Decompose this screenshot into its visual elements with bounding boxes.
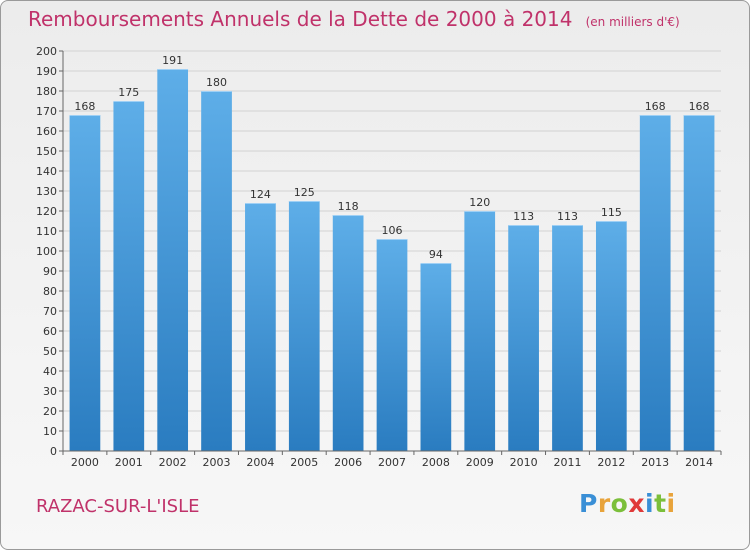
logo-letter: t: [654, 489, 667, 518]
y-tick-label: 70: [43, 305, 57, 318]
data-label-2001: 175: [118, 86, 139, 99]
data-label-2007: 106: [382, 224, 403, 237]
x-tick-label-2008: 2008: [422, 456, 450, 469]
y-tick-label: 60: [43, 325, 57, 338]
data-label-2014: 168: [689, 100, 710, 113]
axes: 0 10 20 30 40 50 60 70 80 90 100 110 120 130 140 150 160…: [36, 45, 722, 469]
bar-2009: [464, 211, 496, 451]
commune-name: RAZAC-SUR-L'ISLE: [36, 496, 200, 517]
y-tick-label: 120: [36, 205, 57, 218]
y-tick-label: 170: [36, 105, 57, 118]
data-labels: 168 175 191 180 124 125 118 106 94 120 113 113 115 16…: [74, 54, 709, 261]
y-tick-label: 80: [43, 285, 57, 298]
x-tick-label-2007: 2007: [378, 456, 406, 469]
data-label-2003: 180: [206, 76, 227, 89]
data-label-2005: 125: [294, 186, 315, 199]
y-tick-label: 0: [50, 445, 57, 458]
y-tick-label: 180: [36, 85, 57, 98]
y-tick-label: 110: [36, 225, 57, 238]
x-tick-label-2012: 2012: [597, 456, 625, 469]
bar-2010: [508, 225, 539, 451]
data-label-2002: 191: [162, 54, 183, 67]
y-tick-label: 50: [43, 345, 57, 358]
bar-2012: [595, 221, 627, 451]
logo-letter: r: [597, 489, 611, 518]
x-tick-label-2004: 2004: [246, 456, 274, 469]
chart-title-row: Remboursements Annuels de la Dette de 20…: [28, 7, 680, 31]
y-tick-label: 30: [43, 385, 57, 398]
y-tick-label: 90: [43, 265, 57, 278]
y-tick-label: 130: [36, 185, 57, 198]
bar-2006: [332, 215, 364, 451]
x-tick-label-2002: 2002: [159, 456, 187, 469]
bar-2000: [69, 115, 101, 451]
bar-2014: [683, 115, 715, 451]
x-tick-label-2013: 2013: [641, 456, 669, 469]
bar-2013: [639, 115, 671, 451]
bar-2008: [420, 263, 452, 451]
bar-2002: [157, 69, 189, 451]
data-label-2012: 115: [601, 206, 622, 219]
y-tick-label: 160: [36, 125, 57, 138]
y-tick-label: 20: [43, 405, 57, 418]
data-label-2011: 113: [557, 210, 578, 223]
x-tick-label-2011: 2011: [553, 456, 581, 469]
x-tick-label-2001: 2001: [115, 456, 143, 469]
data-label-2013: 168: [645, 100, 666, 113]
logo-letter: x: [628, 489, 645, 518]
y-tick-label: 150: [36, 145, 57, 158]
data-label-2006: 118: [338, 200, 359, 213]
logo-letter: i: [645, 489, 655, 518]
y-tick-label: 190: [36, 65, 57, 78]
bar-2003: [201, 91, 232, 451]
x-tick-label-2009: 2009: [466, 456, 494, 469]
x-tick-label-2000: 2000: [71, 456, 99, 469]
x-tick-label-2006: 2006: [334, 456, 362, 469]
bar-2011: [552, 225, 583, 451]
logo-letter: i: [666, 489, 676, 518]
x-tick-label-2005: 2005: [290, 456, 318, 469]
data-label-2008: 94: [429, 248, 443, 261]
bar-2005: [288, 201, 320, 451]
x-tick-label-2010: 2010: [510, 456, 538, 469]
bar-2007: [376, 239, 408, 451]
logo-letter: o: [610, 489, 629, 518]
data-label-2000: 168: [74, 100, 95, 113]
y-tick-label: 40: [43, 365, 57, 378]
x-tick-label-2003: 2003: [203, 456, 231, 469]
data-label-2010: 113: [513, 210, 534, 223]
y-tick-label: 200: [36, 45, 57, 58]
bars: [69, 69, 715, 451]
data-label-2004: 124: [250, 188, 271, 201]
logo-letter: P: [579, 489, 598, 518]
data-label-2009: 120: [469, 196, 490, 209]
x-tick-label-2014: 2014: [685, 456, 713, 469]
chart-title: Remboursements Annuels de la Dette de 20…: [28, 7, 573, 31]
y-tick-label: 140: [36, 165, 57, 178]
bar-2004: [245, 203, 276, 451]
y-tick-label: 100: [36, 245, 57, 258]
proxiti-logo: Proxiti: [579, 489, 676, 518]
y-tick-label: 10: [43, 425, 57, 438]
chart-unit: (en milliers d'€): [585, 15, 680, 29]
bar-2001: [113, 101, 145, 451]
